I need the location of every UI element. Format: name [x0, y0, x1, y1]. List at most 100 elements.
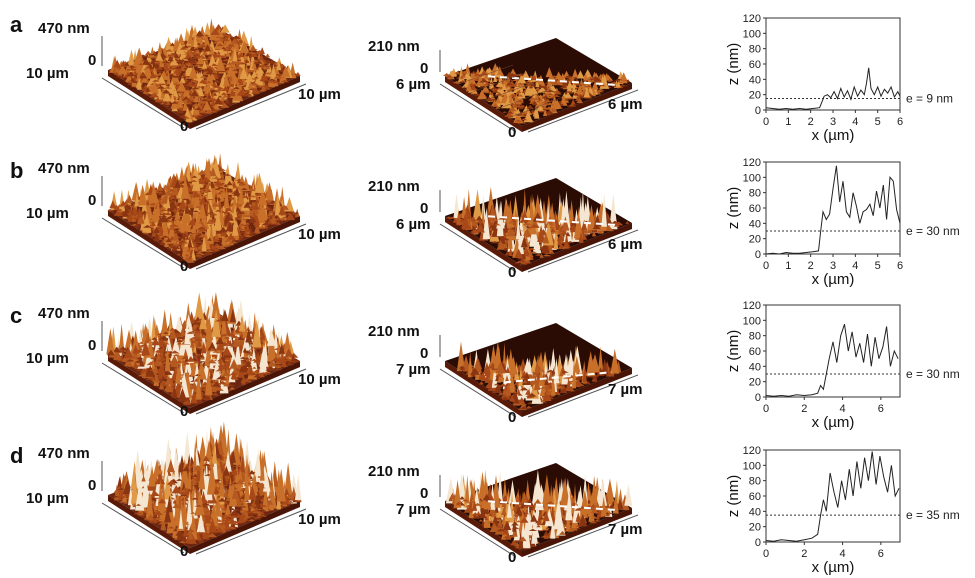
y-tick-label: 0 — [755, 105, 761, 117]
y-axis-label: z (nm) — [725, 475, 742, 518]
afm-small-y-label: 7 µm — [396, 361, 431, 378]
x-tick-label: 5 — [875, 116, 881, 128]
afm-large-y-label: 10 µm — [26, 350, 69, 367]
x-tick-label: 3 — [830, 260, 836, 272]
y-tick-label: 20 — [749, 90, 761, 102]
afm-small-x-label: 6 µm — [608, 96, 643, 113]
y-tick-label: 100 — [743, 172, 761, 184]
afm-small-z-zero: 0 — [420, 485, 429, 502]
x-tick-label: 3 — [830, 116, 836, 128]
y-tick-label: 100 — [743, 28, 761, 40]
y-tick-label: 60 — [749, 491, 761, 503]
threshold-annotation: e = 9 nm — [906, 92, 953, 106]
x-tick-label: 2 — [801, 548, 807, 560]
y-tick-label: 80 — [749, 44, 761, 56]
x-tick-label: 6 — [897, 116, 903, 128]
panel-letter: c — [10, 303, 23, 328]
afm-large-x-label: 10 µm — [298, 511, 341, 528]
x-tick-label: 1 — [785, 116, 791, 128]
afm-small-y-label: 6 µm — [396, 76, 431, 93]
afm-small-surface — [439, 323, 639, 418]
y-tick-label: 40 — [749, 218, 761, 230]
y-tick-label: 20 — [749, 377, 761, 389]
y-axis-label: z (nm) — [725, 187, 742, 230]
plot-frame — [765, 449, 901, 543]
y-tick-label: 100 — [743, 315, 761, 327]
y-tick-label: 20 — [749, 522, 761, 534]
y-tick-label: 80 — [749, 331, 761, 343]
afm-small-x-label: 7 µm — [608, 381, 643, 398]
afm-small-surface — [439, 38, 639, 133]
afm-small-z-zero: 0 — [420, 345, 429, 362]
afm-small-z-label: 210 nm — [368, 323, 420, 340]
y-tick-label: 100 — [743, 460, 761, 472]
x-tick-label: 0 — [763, 548, 769, 560]
x-tick-label: 5 — [875, 260, 881, 272]
y-tick-label: 60 — [749, 59, 761, 71]
afm-large-x-label: 10 µm — [298, 86, 341, 103]
afm-large-z-zero: 0 — [88, 192, 97, 209]
afm-large-z-label: 470 nm — [38, 305, 90, 322]
afm-large-z-label: 470 nm — [38, 445, 90, 462]
y-tick-label: 0 — [755, 537, 761, 549]
afm-large-z-zero: 0 — [88, 337, 97, 354]
y-tick-label: 40 — [749, 74, 761, 86]
x-axis-label: x (µm) — [812, 127, 855, 144]
afm-small-origin: 0 — [508, 264, 517, 281]
x-axis-label: x (µm) — [812, 559, 855, 576]
afm-large-surface — [101, 421, 307, 555]
y-axis-label: z (nm) — [725, 43, 742, 86]
y-tick-label: 120 — [743, 13, 761, 25]
x-axis-label: x (µm) — [812, 414, 855, 431]
x-tick-label: 6 — [878, 403, 884, 415]
x-tick-label: 0 — [763, 116, 769, 128]
afm-large-x-label: 10 µm — [298, 226, 341, 243]
afm-large-surface — [101, 292, 307, 415]
threshold-annotation: e = 35 nm — [906, 508, 960, 522]
x-tick-label: 4 — [840, 403, 846, 415]
afm-large-origin: 0 — [180, 258, 189, 275]
afm-large-origin: 0 — [180, 403, 189, 420]
x-tick-label: 2 — [808, 260, 814, 272]
afm-small-x-label: 6 µm — [608, 236, 643, 253]
y-tick-label: 120 — [743, 157, 761, 169]
afm-large-z-label: 470 nm — [38, 20, 90, 37]
x-tick-label: 4 — [840, 548, 846, 560]
x-tick-label: 4 — [852, 260, 858, 272]
afm-small-z-label: 210 nm — [368, 463, 420, 480]
afm-large-y-label: 10 µm — [26, 205, 69, 222]
afm-large-y-label: 10 µm — [26, 490, 69, 507]
afm-large-origin: 0 — [180, 543, 189, 560]
y-axis-label: z (nm) — [725, 330, 742, 373]
threshold-annotation: e = 30 nm — [906, 224, 960, 238]
y-tick-label: 40 — [749, 361, 761, 373]
afm-small-surface — [439, 463, 639, 558]
y-tick-label: 0 — [755, 392, 761, 404]
y-tick-label: 60 — [749, 203, 761, 215]
afm-large-z-label: 470 nm — [38, 160, 90, 177]
x-tick-label: 2 — [801, 403, 807, 415]
afm-large-y-label: 10 µm — [26, 65, 69, 82]
afm-small-z-zero: 0 — [420, 60, 429, 77]
x-tick-label: 2 — [808, 116, 814, 128]
afm-small-origin: 0 — [508, 124, 517, 141]
y-tick-label: 120 — [743, 445, 761, 457]
panel-letter: d — [10, 443, 24, 468]
afm-small-z-label: 210 nm — [368, 38, 420, 55]
afm-small-surface — [439, 178, 639, 273]
profile-line — [765, 67, 901, 110]
panel-letter: b — [10, 158, 24, 183]
profile-line — [765, 451, 900, 542]
x-tick-label: 4 — [852, 116, 858, 128]
x-tick-label: 6 — [878, 548, 884, 560]
x-tick-label: 1 — [785, 260, 791, 272]
panel-letter: a — [10, 12, 23, 37]
afm-large-surface — [101, 153, 307, 270]
afm-small-x-label: 7 µm — [608, 521, 643, 538]
